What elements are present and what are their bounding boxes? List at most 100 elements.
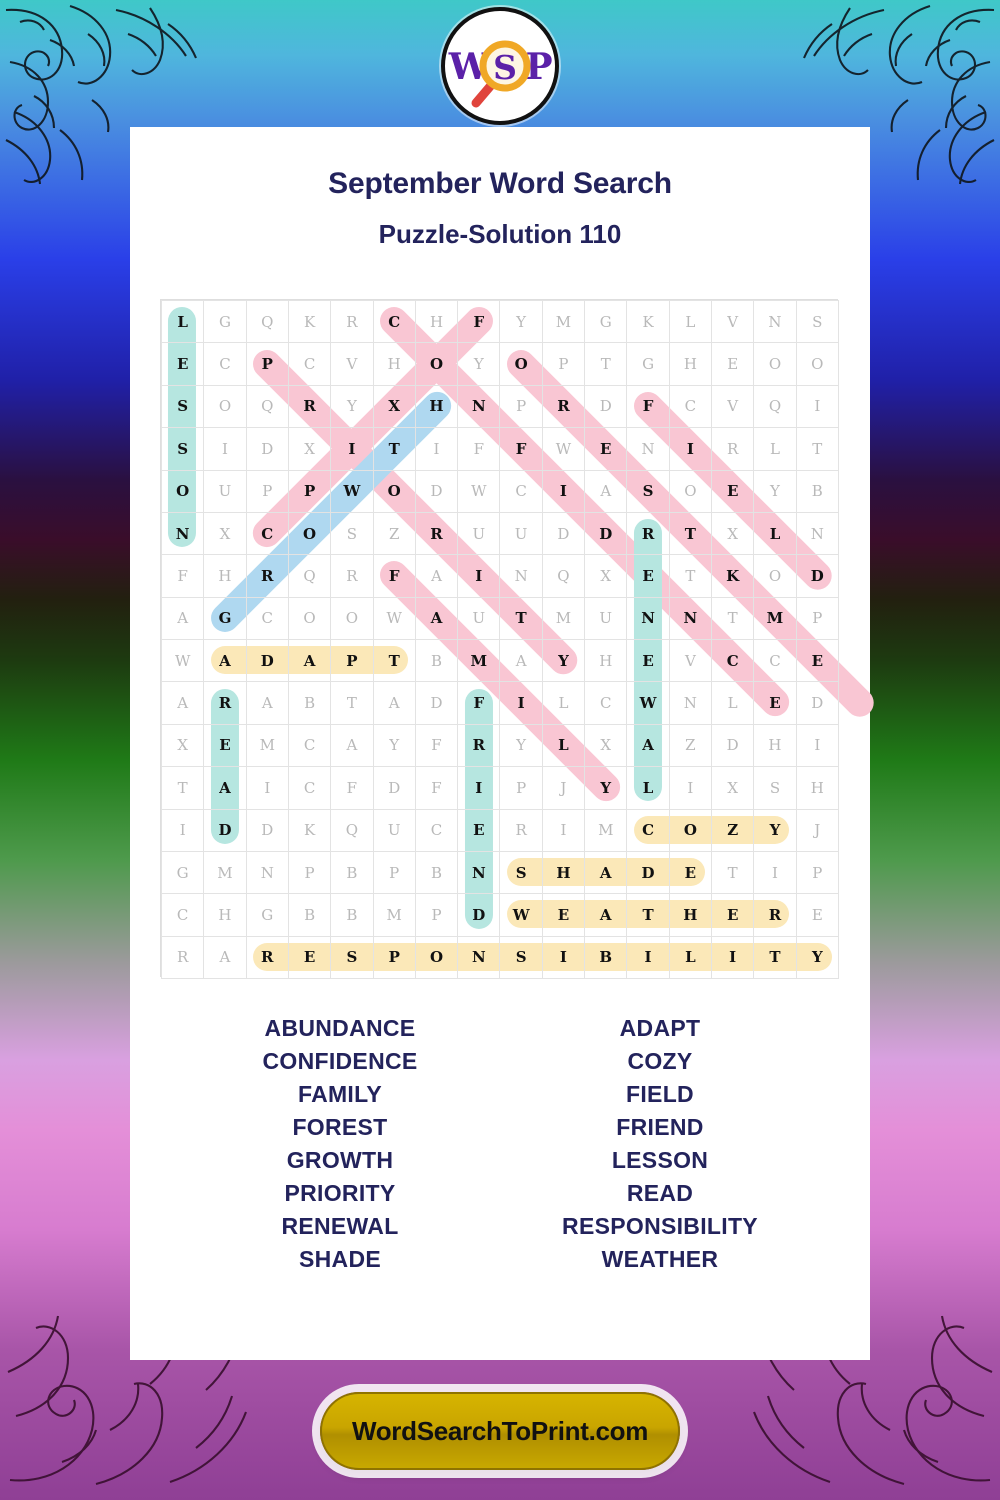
grid-cell[interactable]: C [160, 893, 205, 937]
grid-cell[interactable]: M [372, 893, 416, 937]
grid-cell[interactable]: S [626, 469, 670, 513]
grid-cell[interactable]: S [330, 511, 374, 556]
grid-cell[interactable]: M [203, 850, 247, 895]
grid-cell[interactable]: I [414, 427, 459, 471]
grid-cell[interactable]: C [753, 638, 797, 683]
grid-cell[interactable]: A [160, 681, 205, 725]
grid-cell[interactable]: R [287, 384, 332, 429]
grid-cell[interactable]: C [245, 511, 289, 556]
grid-cell[interactable]: W [457, 469, 501, 513]
grid-cell[interactable]: W [160, 638, 205, 683]
grid-cell[interactable]: A [626, 723, 670, 768]
grid-cell[interactable]: C [711, 638, 755, 683]
grid-cell[interactable]: R [330, 299, 374, 344]
grid-cell[interactable]: N [668, 681, 713, 725]
grid-cell[interactable]: I [203, 427, 247, 471]
grid-cell[interactable]: T [795, 427, 840, 471]
grid-cell[interactable]: P [330, 638, 374, 683]
grid-cell[interactable]: L [668, 935, 713, 980]
grid-cell[interactable]: E [541, 893, 586, 937]
grid-cell[interactable]: L [668, 299, 713, 344]
grid-cell[interactable]: P [541, 342, 586, 386]
grid-cell[interactable]: C [584, 681, 628, 725]
grid-cell[interactable]: T [160, 766, 205, 810]
grid-cell[interactable]: L [541, 723, 586, 768]
grid-cell[interactable]: G [203, 299, 247, 344]
grid-cell[interactable]: P [499, 384, 543, 429]
grid-cell[interactable]: M [584, 808, 628, 852]
grid-cell[interactable]: U [203, 469, 247, 513]
grid-cell[interactable]: S [160, 384, 205, 429]
grid-cell[interactable]: B [584, 935, 628, 980]
grid-cell[interactable]: R [203, 681, 247, 725]
grid-cell[interactable]: O [414, 342, 459, 386]
grid-cell[interactable]: N [753, 299, 797, 344]
grid-cell[interactable]: L [711, 681, 755, 725]
grid-cell[interactable]: D [795, 681, 840, 725]
grid-cell[interactable]: Y [499, 299, 543, 344]
grid-cell[interactable]: E [668, 850, 713, 895]
grid-cell[interactable]: I [457, 766, 501, 810]
grid-cell[interactable]: K [626, 299, 670, 344]
grid-cell[interactable]: I [160, 808, 205, 852]
grid-cell[interactable]: C [203, 342, 247, 386]
grid-cell[interactable]: D [584, 384, 628, 429]
grid-cell[interactable]: B [330, 893, 374, 937]
grid-cell[interactable]: F [457, 299, 501, 344]
grid-cell[interactable]: G [626, 342, 670, 386]
grid-cell[interactable]: A [414, 596, 459, 641]
grid-cell[interactable]: I [457, 554, 501, 598]
grid-cell[interactable]: F [414, 723, 459, 768]
grid-cell[interactable]: A [160, 596, 205, 641]
grid-cell[interactable]: K [287, 808, 332, 852]
grid-cell[interactable]: E [753, 681, 797, 725]
grid-cell[interactable]: H [584, 638, 628, 683]
grid-cell[interactable]: Y [499, 723, 543, 768]
grid-cell[interactable]: B [287, 893, 332, 937]
grid-cell[interactable]: A [584, 893, 628, 937]
grid-cell[interactable]: E [795, 893, 840, 937]
grid-cell[interactable]: I [668, 427, 713, 471]
grid-cell[interactable]: X [203, 511, 247, 556]
grid-cell[interactable]: H [795, 766, 840, 810]
grid-cell[interactable]: C [287, 766, 332, 810]
grid-cell[interactable]: A [499, 638, 543, 683]
grid-cell[interactable]: U [372, 808, 416, 852]
grid-cell[interactable]: R [330, 554, 374, 598]
grid-cell[interactable]: L [541, 681, 586, 725]
grid-cell[interactable]: W [499, 893, 543, 937]
grid-cell[interactable]: H [668, 342, 713, 386]
grid-cell[interactable]: R [245, 554, 289, 598]
grid-cell[interactable]: E [626, 638, 670, 683]
grid-cell[interactable]: B [414, 638, 459, 683]
grid-cell[interactable]: A [372, 681, 416, 725]
grid-cell[interactable]: R [457, 723, 501, 768]
grid-cell[interactable]: C [372, 299, 416, 344]
grid-cell[interactable]: D [711, 723, 755, 768]
grid-cell[interactable]: S [499, 935, 543, 980]
grid-cell[interactable]: D [414, 469, 459, 513]
grid-cell[interactable]: T [372, 427, 416, 471]
grid-cell[interactable]: T [626, 893, 670, 937]
grid-cell[interactable]: T [330, 681, 374, 725]
grid-cell[interactable]: C [287, 723, 332, 768]
grid-cell[interactable]: I [541, 808, 586, 852]
grid-cell[interactable]: Z [372, 511, 416, 556]
grid-cell[interactable]: C [499, 469, 543, 513]
grid-cell[interactable]: T [584, 342, 628, 386]
grid-cell[interactable]: B [330, 850, 374, 895]
grid-cell[interactable]: O [203, 384, 247, 429]
grid-cell[interactable]: F [457, 427, 501, 471]
grid-cell[interactable]: D [541, 511, 586, 556]
grid-cell[interactable]: O [287, 511, 332, 556]
grid-cell[interactable]: N [457, 935, 501, 980]
grid-cell[interactable]: D [795, 554, 840, 598]
grid-cell[interactable]: G [584, 299, 628, 344]
grid-cell[interactable]: E [203, 723, 247, 768]
grid-cell[interactable]: C [668, 384, 713, 429]
grid-cell[interactable]: Q [245, 299, 289, 344]
grid-cell[interactable]: I [330, 427, 374, 471]
grid-cell[interactable]: C [414, 808, 459, 852]
grid-cell[interactable]: H [668, 893, 713, 937]
grid-cell[interactable]: W [541, 427, 586, 471]
